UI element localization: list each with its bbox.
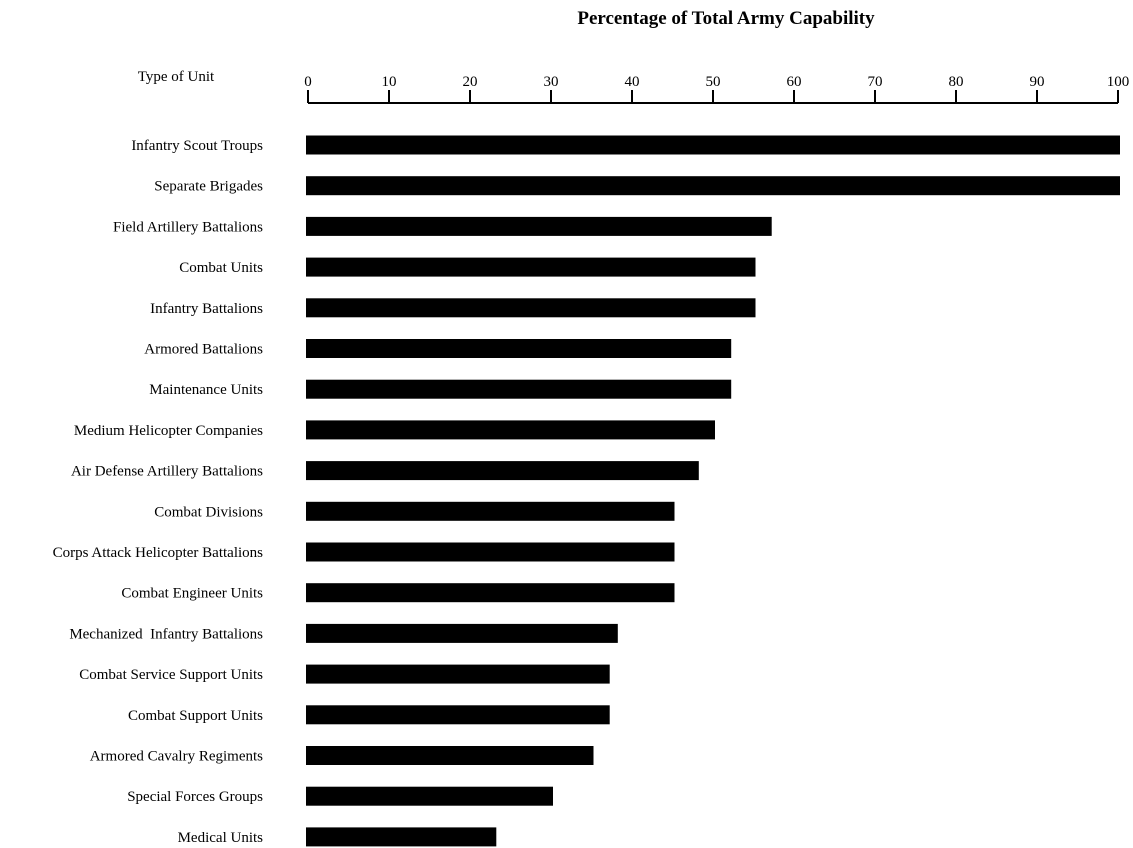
bar	[306, 339, 732, 358]
x-tick-label: 70	[868, 74, 883, 90]
bar	[306, 501, 675, 521]
category-label: Infantry Battalions	[150, 301, 263, 317]
x-tick-label: 90	[1030, 74, 1045, 90]
x-tick-label: 20	[463, 74, 478, 90]
x-tick-label: 100	[1107, 74, 1130, 90]
category-label: Air Defense Artillery Battalions	[71, 464, 263, 480]
x-tick-label: 80	[949, 74, 964, 90]
category-label: Field Artillery Battalions	[113, 219, 263, 235]
x-tick-label: 10	[382, 74, 397, 90]
category-labels: Infantry Scout Troups Separate Brigades Fi…	[53, 138, 264, 846]
category-label: Medical Units	[178, 830, 264, 846]
category-label: Infantry Scout Troups	[131, 138, 263, 154]
x-tick-label: 30	[544, 74, 559, 90]
bar	[306, 664, 610, 684]
bar	[306, 542, 675, 562]
x-axis: 0 10 20 30 40 50 60 70 80 90 100	[304, 74, 1130, 104]
bars	[306, 135, 1120, 847]
category-label: Maintenance Units	[149, 382, 263, 398]
category-label: Corps Attack Helicopter Battalions	[53, 545, 264, 561]
bar	[306, 135, 1120, 155]
bar	[306, 705, 610, 725]
chart-title: Percentage of Total Army Capability	[577, 8, 875, 29]
bar	[306, 583, 675, 603]
category-label: Combat Service Support Units	[79, 667, 263, 683]
bar	[306, 827, 497, 847]
bar	[306, 786, 553, 806]
bar	[306, 461, 699, 481]
category-label: Combat Units	[179, 260, 263, 276]
bar	[306, 379, 732, 399]
x-tick-label: 0	[304, 74, 312, 90]
bar	[306, 746, 594, 765]
category-axis-header: Type of Unit	[138, 69, 215, 85]
bar	[306, 623, 618, 643]
category-label: Separate Brigades	[154, 179, 263, 195]
x-tick-label: 60	[787, 74, 802, 90]
bar	[306, 298, 756, 318]
bar	[306, 176, 1120, 196]
category-label: Armored Cavalry Regiments	[90, 749, 263, 765]
category-label: Mechanized Infantry Battalions	[69, 626, 263, 642]
category-label: Combat Divisions	[154, 504, 263, 520]
x-tick-label: 50	[706, 74, 721, 90]
category-label: Medium Helicopter Companies	[74, 423, 263, 439]
category-label: Combat Support Units	[128, 708, 263, 724]
bar	[306, 420, 715, 440]
category-label: Armored Battalions	[144, 342, 263, 358]
x-tick-label: 40	[625, 74, 640, 90]
category-label: Combat Engineer Units	[121, 586, 263, 602]
bar	[306, 216, 772, 236]
category-label: Special Forces Groups	[127, 789, 263, 805]
bar	[306, 257, 756, 277]
